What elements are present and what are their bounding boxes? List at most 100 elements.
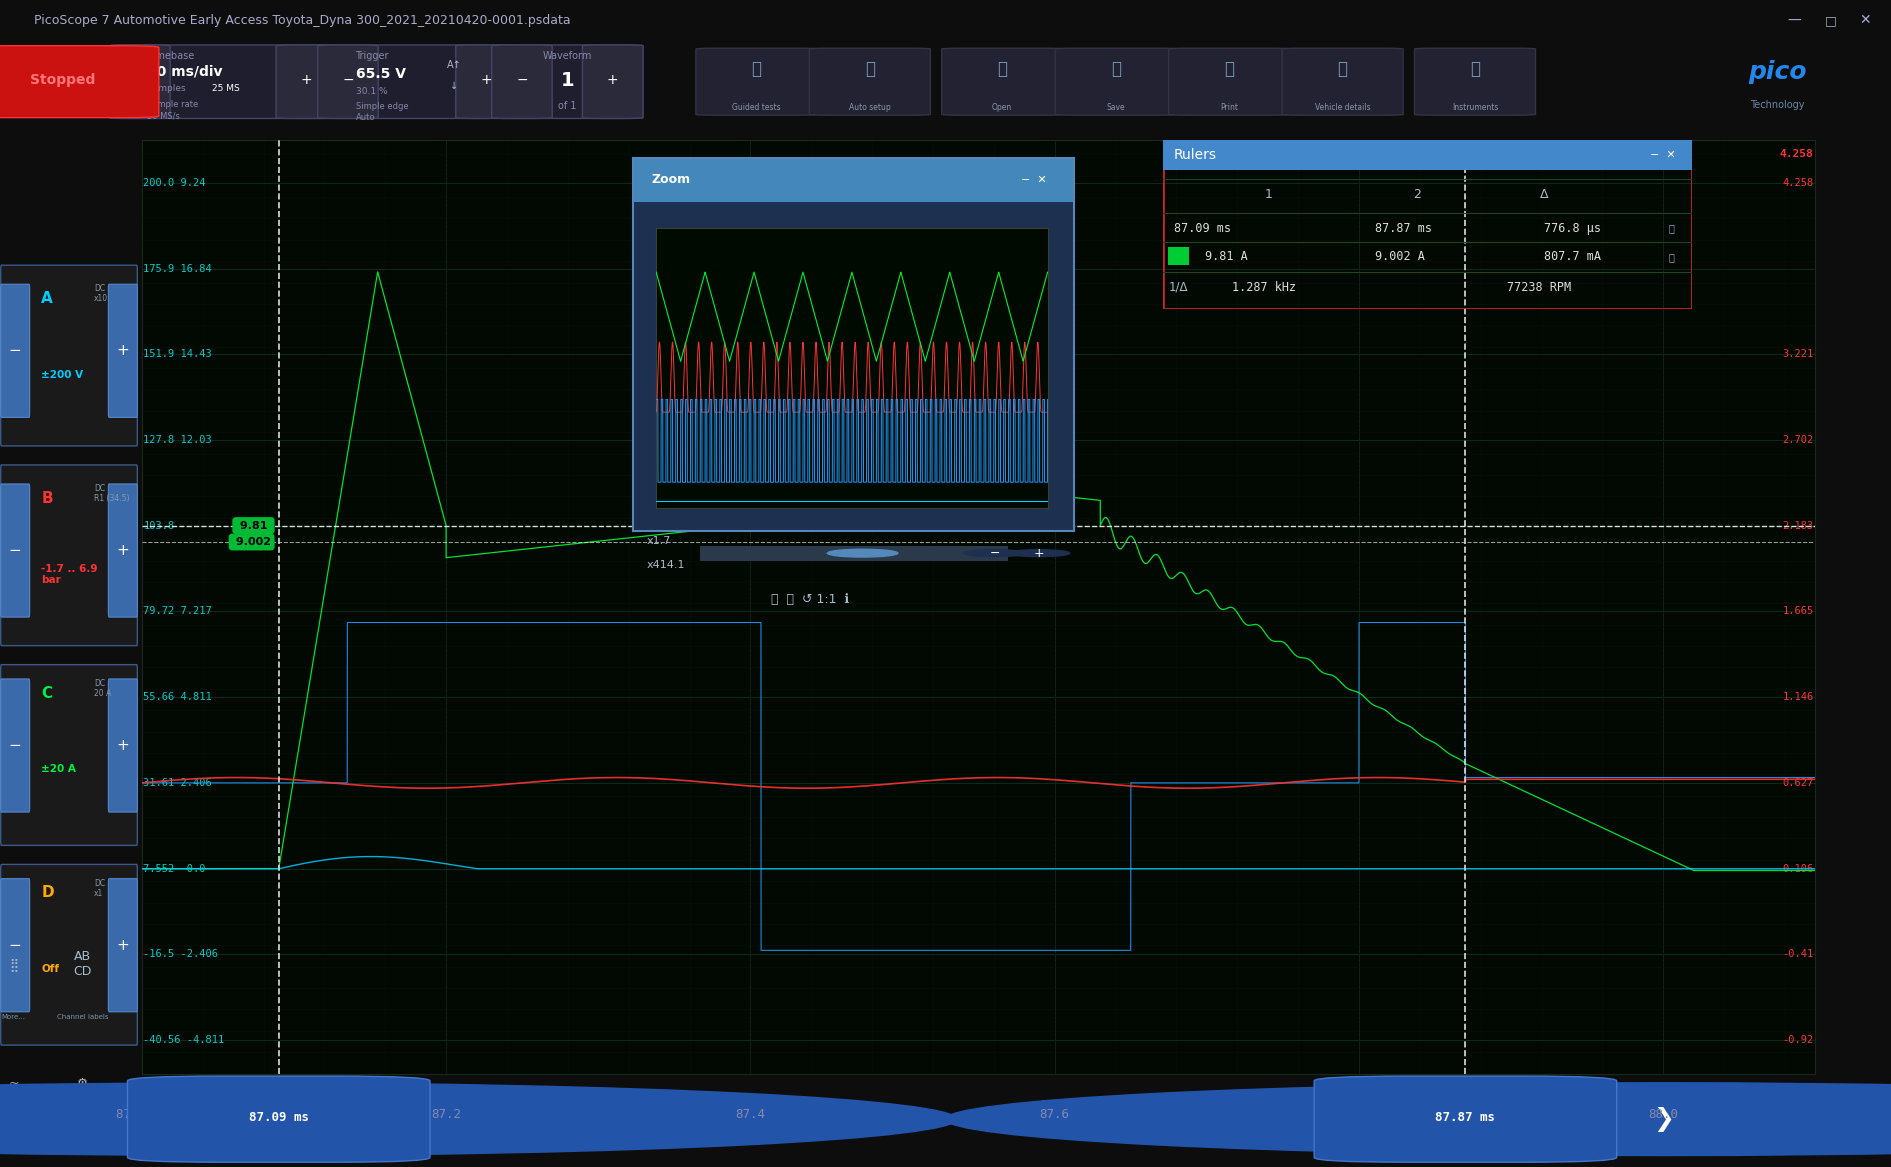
Text: 87.4: 87.4 <box>736 1098 766 1112</box>
Text: ↓: ↓ <box>450 81 458 91</box>
FancyBboxPatch shape <box>942 48 1063 116</box>
Text: Guided tests: Guided tests <box>732 104 781 112</box>
Text: AB
CD: AB CD <box>74 950 93 978</box>
Text: Simple edge: Simple edge <box>356 102 408 111</box>
FancyBboxPatch shape <box>492 44 552 119</box>
Text: 9.002 A: 9.002 A <box>1375 250 1424 264</box>
Text: -0.41: -0.41 <box>1783 949 1813 959</box>
Text: 2: 2 <box>1413 188 1420 201</box>
Text: Print: Print <box>1220 104 1239 112</box>
FancyBboxPatch shape <box>582 44 643 119</box>
Text: 87.09 ms: 87.09 ms <box>252 1096 306 1105</box>
Circle shape <box>0 1083 957 1155</box>
Text: 87.6: 87.6 <box>1040 1098 1070 1112</box>
Text: -40.56 -4.811: -40.56 -4.811 <box>144 1035 225 1044</box>
Text: 55.66 4.811: 55.66 4.811 <box>144 692 212 703</box>
Text: +: + <box>117 738 129 753</box>
Text: 87.09 ms: 87.09 ms <box>250 1111 308 1124</box>
Circle shape <box>946 1083 1891 1155</box>
Text: Trigger: Trigger <box>356 50 390 61</box>
Text: 87.87 ms: 87.87 ms <box>1439 1096 1492 1105</box>
Circle shape <box>1008 550 1070 557</box>
Circle shape <box>828 550 898 557</box>
Text: 87.87 ms: 87.87 ms <box>1435 1111 1496 1124</box>
FancyBboxPatch shape <box>0 285 30 418</box>
Text: Auto: Auto <box>356 113 374 123</box>
FancyBboxPatch shape <box>108 879 138 1012</box>
Text: 1/Δ: 1/Δ <box>1169 281 1188 294</box>
Text: 7.552  0.0: 7.552 0.0 <box>144 864 206 874</box>
Text: −: − <box>9 938 21 952</box>
Text: 1: 1 <box>1265 188 1273 201</box>
Text: ⬛: ⬛ <box>1337 61 1348 78</box>
Text: −: − <box>342 74 354 88</box>
Text: 103.8: 103.8 <box>144 520 174 531</box>
Text: 0.106: 0.106 <box>1783 864 1813 874</box>
Text: Instruments: Instruments <box>1452 104 1498 112</box>
FancyBboxPatch shape <box>0 464 138 645</box>
Bar <box>1169 246 1189 265</box>
Bar <box>700 546 1008 560</box>
Text: 127.8 12.03: 127.8 12.03 <box>144 435 212 445</box>
Text: 31.61 2.406: 31.61 2.406 <box>144 778 212 788</box>
Text: 88.0: 88.0 <box>1649 1098 1677 1112</box>
FancyBboxPatch shape <box>0 879 30 1012</box>
FancyBboxPatch shape <box>492 44 643 119</box>
FancyBboxPatch shape <box>0 1083 777 1118</box>
Text: D: D <box>42 886 55 901</box>
Text: ⬛: ⬛ <box>1110 61 1121 78</box>
Text: −: − <box>9 343 21 358</box>
FancyBboxPatch shape <box>108 484 138 617</box>
Text: 87.87 ms: 87.87 ms <box>1375 222 1431 235</box>
Text: 175.9 16.84: 175.9 16.84 <box>144 264 212 274</box>
FancyBboxPatch shape <box>1169 48 1290 116</box>
FancyBboxPatch shape <box>809 48 930 116</box>
Text: Samples: Samples <box>147 84 185 92</box>
Text: 1.665: 1.665 <box>1783 607 1813 616</box>
Text: 9.002: 9.002 <box>233 537 270 547</box>
Text: ±200 V: ±200 V <box>42 370 83 379</box>
Text: +: + <box>301 74 312 88</box>
Text: −  ✕: − ✕ <box>1021 175 1048 184</box>
Text: 4.258: 4.258 <box>1779 149 1813 159</box>
Text: 50 ms/div: 50 ms/div <box>147 65 223 79</box>
Text: —: — <box>1787 14 1800 27</box>
Text: 3.221: 3.221 <box>1783 349 1813 359</box>
Text: 1.146: 1.146 <box>1783 692 1813 703</box>
FancyBboxPatch shape <box>318 44 378 119</box>
FancyBboxPatch shape <box>0 265 138 446</box>
Text: −  ✕: − ✕ <box>1651 151 1675 160</box>
FancyBboxPatch shape <box>1414 48 1535 116</box>
Text: DC
x1: DC x1 <box>95 879 106 897</box>
Text: Open: Open <box>993 104 1012 112</box>
Text: 25 MS: 25 MS <box>212 84 240 92</box>
Text: B: B <box>42 490 53 505</box>
Text: ±20 A: ±20 A <box>42 764 76 774</box>
Text: 87.0 ms: 87.0 ms <box>115 1098 168 1112</box>
Text: A: A <box>42 291 53 306</box>
Text: 50 MS/s: 50 MS/s <box>147 112 180 120</box>
Text: 807.7 mA: 807.7 mA <box>1545 250 1602 264</box>
Text: □: □ <box>1825 14 1836 27</box>
Text: PicoScope 7 Automotive Early Access Toyota_Dyna 300_2021_20210420-0001.psdata: PicoScope 7 Automotive Early Access Toyo… <box>34 14 571 27</box>
Text: DC
x10: DC x10 <box>95 285 108 303</box>
Text: 87.6: 87.6 <box>1040 1107 1070 1120</box>
Text: 🔒: 🔒 <box>1668 252 1674 261</box>
Text: ❯: ❯ <box>1653 1106 1675 1132</box>
Text: Sample rate: Sample rate <box>147 100 199 109</box>
FancyBboxPatch shape <box>1055 48 1176 116</box>
FancyBboxPatch shape <box>127 1076 429 1162</box>
Bar <box>633 158 1074 202</box>
Text: 200.0 9.24: 200.0 9.24 <box>144 177 206 188</box>
Text: −: − <box>516 74 528 88</box>
Text: Vehicle details: Vehicle details <box>1314 104 1371 112</box>
Text: Auto setup: Auto setup <box>849 104 891 112</box>
Text: Save: Save <box>1106 104 1125 112</box>
Text: 4.258: 4.258 <box>1783 177 1813 188</box>
Text: Zoom: Zoom <box>651 174 690 187</box>
Text: ❮: ❮ <box>227 1106 250 1132</box>
Text: −: − <box>9 543 21 558</box>
Text: ✕: ✕ <box>1859 14 1870 27</box>
Text: 88.0: 88.0 <box>1649 1107 1677 1120</box>
Text: 77238 RPM: 77238 RPM <box>1507 281 1571 294</box>
